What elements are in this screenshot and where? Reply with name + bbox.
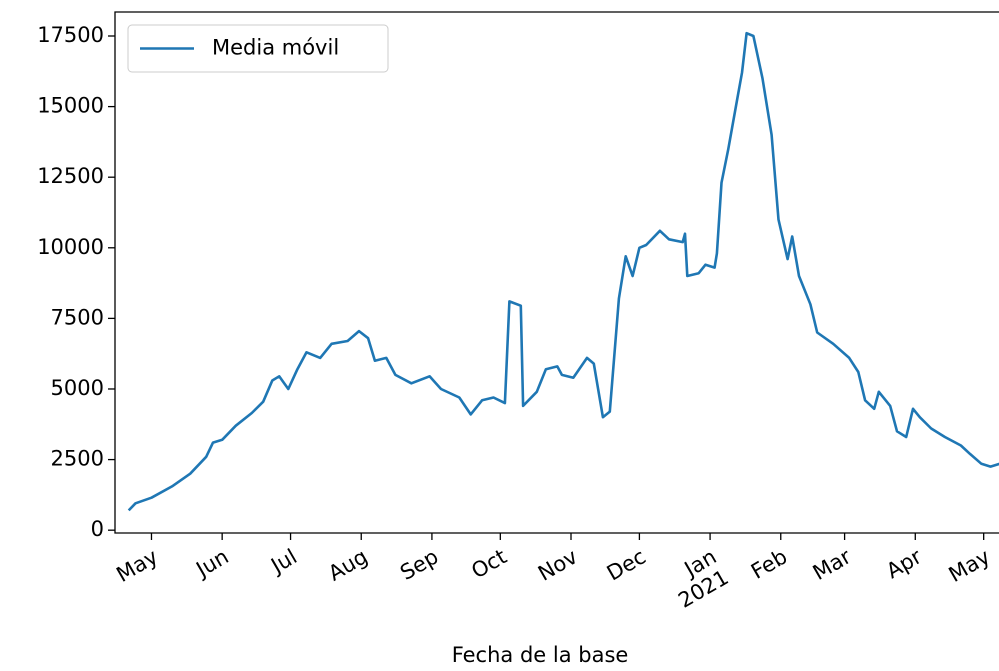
x-tick-label: Oct bbox=[467, 544, 510, 583]
x-tick-label-group: Sep bbox=[396, 544, 442, 585]
x-tick-label-group: Aug bbox=[324, 544, 372, 585]
x-tick-label: Dec bbox=[603, 544, 650, 585]
x-tick-label-group: Apr bbox=[882, 544, 926, 583]
y-tick-label: 10000 bbox=[37, 235, 104, 259]
x-tick-label-group: Dec bbox=[603, 544, 650, 585]
x-tick-label-group: Oct bbox=[467, 544, 510, 583]
x-tick-label-group: May bbox=[945, 544, 995, 586]
y-tick-label: 17500 bbox=[37, 23, 104, 47]
x-axis-label: Fecha de la base bbox=[452, 643, 629, 667]
x-tick-label: Sep bbox=[396, 544, 442, 585]
y-tick-label: 0 bbox=[91, 517, 104, 541]
x-tick-label-group: Jun bbox=[191, 544, 233, 582]
x-tick-label: Jul bbox=[265, 544, 301, 578]
y-tick-label: 15000 bbox=[37, 94, 104, 118]
y-tick-label: 2500 bbox=[51, 447, 104, 471]
legend-label: Media móvil bbox=[212, 36, 339, 60]
x-tick-label: Aug bbox=[324, 544, 372, 585]
x-tick-label-group: Nov bbox=[534, 544, 582, 585]
axes-frame bbox=[114, 11, 999, 534]
x-tick-label-group: Jul bbox=[265, 544, 301, 578]
y-tick-label: 12500 bbox=[37, 164, 104, 188]
x-tick-label: Mar bbox=[809, 544, 856, 585]
x-tick-label: Feb bbox=[747, 544, 791, 583]
x-tick-label: Apr bbox=[882, 544, 926, 583]
x-tick-label-group: May bbox=[112, 544, 162, 586]
x-tick-label: May bbox=[945, 544, 995, 586]
x-tick-label: Nov bbox=[534, 544, 582, 585]
y-tick-label: 7500 bbox=[51, 305, 104, 329]
y-tick-label: 5000 bbox=[51, 376, 104, 400]
x-tick-label: Jun bbox=[191, 544, 233, 582]
x-tick-label-group: Feb bbox=[747, 544, 791, 583]
legend-box bbox=[127, 24, 389, 73]
data-line bbox=[127, 31, 999, 512]
x-tick-label: May bbox=[112, 544, 162, 586]
x-tick-label-group: Mar bbox=[809, 544, 856, 585]
